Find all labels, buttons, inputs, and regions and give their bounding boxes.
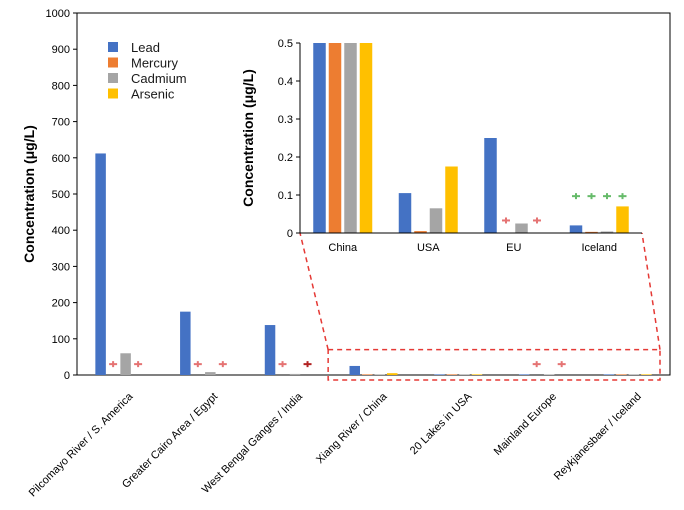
legend-swatch-lead [108,42,118,52]
main-bar-cadmium-xiang-river-china [374,374,385,375]
inset-bar-cadmium-usa [429,208,443,233]
main-bar-mercury-20-lakes-in-usa [446,374,458,375]
main-bar-lead-mainland-europe [518,374,530,375]
main-y-tick-label: 500 [52,189,70,201]
main-x-tick-label-west-bengal-ganges-india: West Bengal Ganges / India [200,390,306,496]
main-y-tick-label: 0 [64,370,70,382]
zoom-connector-right [641,232,661,350]
inset-bar-lead-usa [398,193,412,233]
main-y-tick-label: 600 [52,153,70,165]
inset-bar-lead-iceland [569,225,583,233]
inset-bar-mercury-china [328,43,342,233]
inset-y-tick-label: 0.1 [278,190,293,202]
inset-y-tick-label: 0 [287,228,293,240]
zoom-box [327,348,661,381]
main-y-tick-label: 1000 [46,8,70,20]
inset-y-axis-label: Concentration (μg/L) [240,69,256,207]
inset-bar-arsenic-usa [445,166,458,233]
legend-label-lead: Lead [131,40,160,55]
main-x-tick-label-xiang-river-china: Xiang River / China [314,390,390,466]
main-bar-lead-reykjanesbaer-iceland [603,374,615,375]
main-x-tick-label-greater-cairo-area-egypt: Greater Cairo Area / Egypt [120,391,220,491]
main-bar-cadmium-20-lakes-in-usa [459,374,470,375]
main-y-tick-label: 900 [52,44,70,56]
legend-label-mercury: Mercury [131,56,178,71]
legend-swatch-arsenic [108,88,118,99]
main-y-tick-label: 100 [52,334,70,346]
main-y-tick-label: 400 [52,225,70,237]
main-bar-cadmium-pilcomayo-river-s-america [120,353,131,375]
inset-x-tick-label-iceland: Iceland [582,242,617,254]
main-bar-cadmium-greater-cairo-area-egypt [205,372,216,375]
legend-label-cadmium: Cadmium [131,71,187,86]
zoom-connector-left [299,232,329,350]
main-bar-arsenic-20-lakes-in-usa [471,374,483,375]
legend-label-arsenic: Arsenic [131,87,175,102]
inset-y-tick-label: 0.3 [278,114,293,126]
inset-bar-arsenic-china [359,43,373,233]
main-bar-cadmium-west-bengal-ganges-india [289,373,301,375]
inset-y-tick-label: 0.4 [278,76,293,88]
inset-bar-arsenic-iceland [616,206,629,233]
legend-swatch-mercury [108,57,118,68]
main-bar-cadmium-mainland-europe [543,374,555,375]
inset-bar-cadmium-eu [515,223,528,233]
main-y-tick-label: 200 [52,298,70,310]
inset-bar-cadmium-china [344,43,357,233]
inset-bar-mercury-iceland [585,231,598,233]
inset-bar-cadmium-iceland [600,231,614,233]
inset-bar-lead-eu [484,138,497,233]
main-x-tick-label-mainland-europe: Mainland Europe [492,391,559,458]
main-x-tick-label-20-lakes-in-usa: 20 Lakes in USA [408,390,475,457]
inset-y-tick-label: 0.5 [278,38,293,50]
inset-y-tick-label: 0.2 [278,152,293,164]
main-bar-lead-xiang-river-china [349,365,360,375]
main-bar-arsenic-xiang-river-china [387,373,398,375]
inset-bar-mercury-usa [414,231,427,233]
main-bar-lead-20-lakes-in-usa [434,374,445,375]
main-y-axis-label: Concentration (μg/L) [21,125,37,263]
main-bar-lead-west-bengal-ganges-india [264,325,276,375]
main-bar-mercury-xiang-river-china [362,374,373,375]
main-bar-cadmium-reykjanesbaer-iceland [628,374,640,375]
legend-swatch-cadmium [108,73,118,83]
main-x-tick-label-reykjanesbaer-iceland: Reykjanesbaer / Iceland [552,391,644,483]
main-bar-lead-pilcomayo-river-s-america [95,153,106,375]
main-y-tick-label: 700 [52,117,70,129]
inset-x-tick-label-usa: USA [417,242,440,254]
inset-bar-lead-china [313,43,326,233]
inset-x-tick-label-china: China [328,242,358,254]
main-y-tick-label: 300 [52,261,70,273]
inset-background [300,43,642,233]
main-bar-lead-greater-cairo-area-egypt [180,311,191,375]
inset-x-tick-label-eu: EU [506,242,521,254]
main-bar-arsenic-reykjanesbaer-iceland [641,374,652,375]
main-bar-mercury-reykjanesbaer-iceland [616,374,627,375]
main-y-tick-label: 800 [52,80,70,92]
